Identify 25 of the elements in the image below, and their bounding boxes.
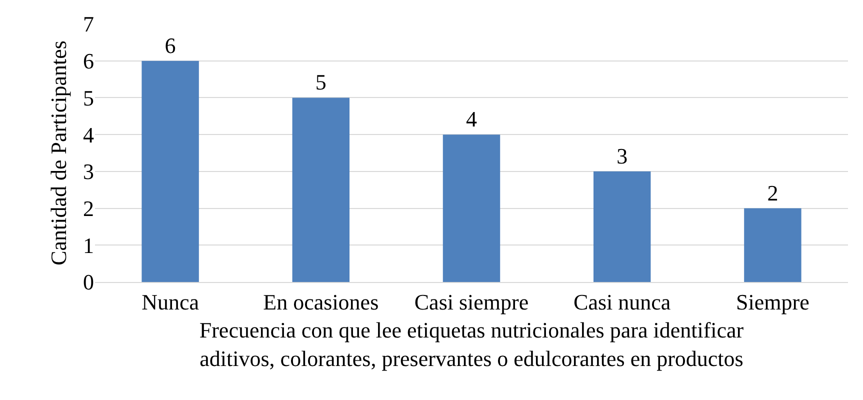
y-axis-title: Cantidad de Participantes	[46, 40, 71, 266]
y-tick-label: 7	[83, 12, 94, 37]
y-tick-label: 5	[83, 85, 94, 110]
y-tick-label: 6	[83, 48, 94, 74]
x-tick-label: Casi nunca	[574, 289, 671, 314]
data-label: 5	[315, 70, 326, 95]
x-tick-label: Casi siempre	[414, 289, 529, 314]
bar	[442, 134, 500, 282]
y-tick-label: 3	[83, 159, 94, 184]
x-axis-title: Frecuencia con que lee etiquetas nutricionales para identificar aditivos, colorantes, preservantes o edulcorantes en productos	[199, 317, 744, 371]
bar	[142, 60, 199, 282]
data-label: 3	[616, 143, 628, 168]
y-tick-label: 1	[83, 232, 94, 258]
bar	[292, 98, 350, 282]
data-label: 6	[164, 32, 176, 58]
bar	[744, 208, 802, 282]
x-tick-label: En ocasiones	[263, 289, 379, 314]
x-tick-label: Nunca	[142, 289, 200, 314]
data-label: 2	[767, 180, 778, 206]
y-tick-label: 2	[83, 196, 94, 221]
bar	[593, 171, 651, 282]
y-tick-label: 4	[83, 122, 94, 148]
x-tick-label: Siempre	[736, 289, 810, 314]
y-tick-label: 0	[83, 270, 94, 295]
data-label: 4	[466, 106, 477, 132]
